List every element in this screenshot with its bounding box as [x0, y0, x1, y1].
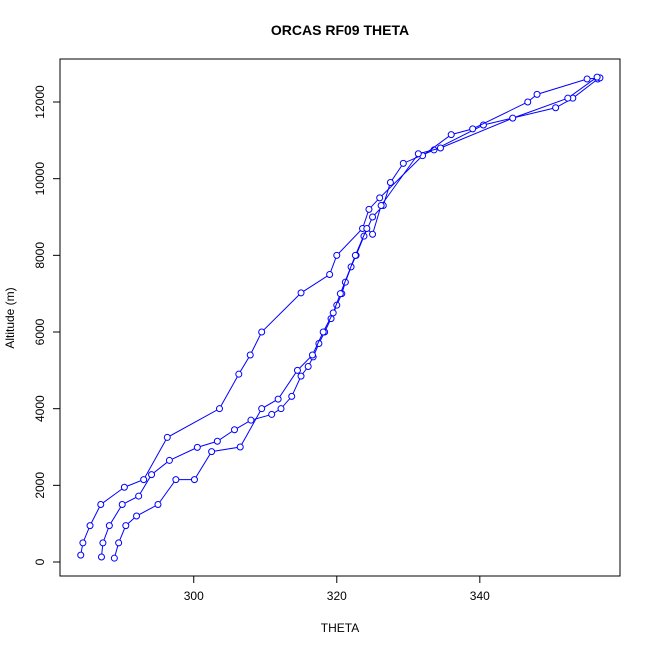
y-tick-label: 8000: [33, 242, 47, 269]
point: [163, 433, 171, 441]
point: [351, 251, 359, 259]
point: [120, 483, 128, 491]
point: [268, 410, 276, 418]
point: [258, 405, 266, 413]
point: [118, 501, 126, 509]
point: [377, 202, 385, 210]
y-tick-label: 12000: [33, 85, 47, 119]
point: [246, 351, 254, 359]
y-tick-label: 6000: [33, 318, 47, 345]
x-axis-label: THETA: [321, 621, 359, 635]
x-tick-label: 300: [184, 589, 204, 603]
point: [414, 150, 422, 158]
point: [304, 363, 312, 371]
point: [99, 539, 107, 547]
point: [190, 476, 198, 484]
point: [172, 476, 180, 484]
x-tick-label: 320: [327, 589, 347, 603]
point: [583, 75, 591, 83]
point: [122, 522, 130, 530]
point: [274, 395, 282, 403]
point: [564, 94, 572, 102]
y-axis-label: Altitude (m): [3, 287, 17, 348]
point: [333, 251, 341, 259]
point: [235, 370, 243, 378]
point: [524, 98, 532, 106]
point: [326, 271, 334, 279]
point: [133, 512, 141, 520]
point: [86, 522, 94, 530]
point: [208, 448, 216, 456]
point: [369, 230, 377, 238]
plot-frame: [59, 58, 621, 577]
point: [363, 225, 371, 233]
point: [369, 213, 377, 221]
point: [593, 73, 601, 81]
point: [148, 471, 156, 479]
point: [365, 205, 373, 213]
point: [399, 159, 407, 167]
point: [77, 551, 85, 559]
point: [288, 392, 296, 400]
point: [469, 125, 477, 133]
point: [447, 131, 455, 139]
point: [297, 372, 305, 380]
point: [115, 539, 123, 547]
point: [336, 290, 344, 298]
y-tick-label: 2000: [33, 472, 47, 499]
point: [258, 328, 266, 336]
y-tick-label: 10000: [33, 162, 47, 196]
point: [247, 416, 255, 424]
point: [293, 366, 301, 374]
point: [165, 456, 173, 464]
point: [154, 501, 162, 509]
point: [308, 351, 316, 359]
point: [215, 405, 223, 413]
point: [277, 405, 285, 413]
point: [236, 443, 244, 451]
x-tick-label: 340: [470, 589, 490, 603]
point: [135, 492, 143, 500]
point: [386, 179, 394, 187]
series-line: [80, 77, 601, 556]
point: [110, 554, 118, 562]
point: [213, 437, 221, 445]
point: [79, 539, 87, 547]
point: [97, 553, 105, 561]
point: [97, 501, 105, 509]
point: [329, 309, 337, 317]
y-tick-label: 0: [33, 558, 47, 565]
point: [436, 144, 444, 152]
point: [193, 443, 201, 451]
point: [105, 522, 113, 530]
point: [297, 289, 305, 297]
point: [140, 476, 148, 484]
y-tick-label: 4000: [33, 395, 47, 422]
point: [533, 90, 541, 98]
point: [319, 328, 327, 336]
point: [552, 104, 560, 112]
point: [231, 426, 239, 434]
point: [509, 114, 517, 122]
point: [376, 194, 384, 202]
chart-title: ORCAS RF09 THETA: [271, 22, 409, 38]
